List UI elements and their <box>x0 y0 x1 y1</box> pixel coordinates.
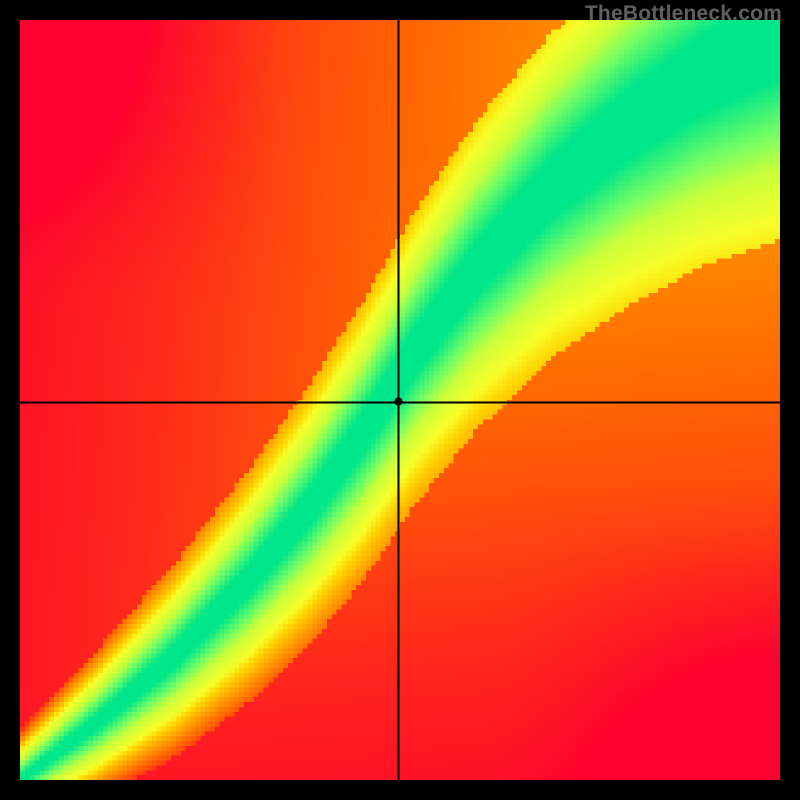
chart-container: TheBottleneck.com <box>0 0 800 800</box>
overlay-canvas <box>0 0 800 800</box>
attribution-label: TheBottleneck.com <box>585 2 782 26</box>
